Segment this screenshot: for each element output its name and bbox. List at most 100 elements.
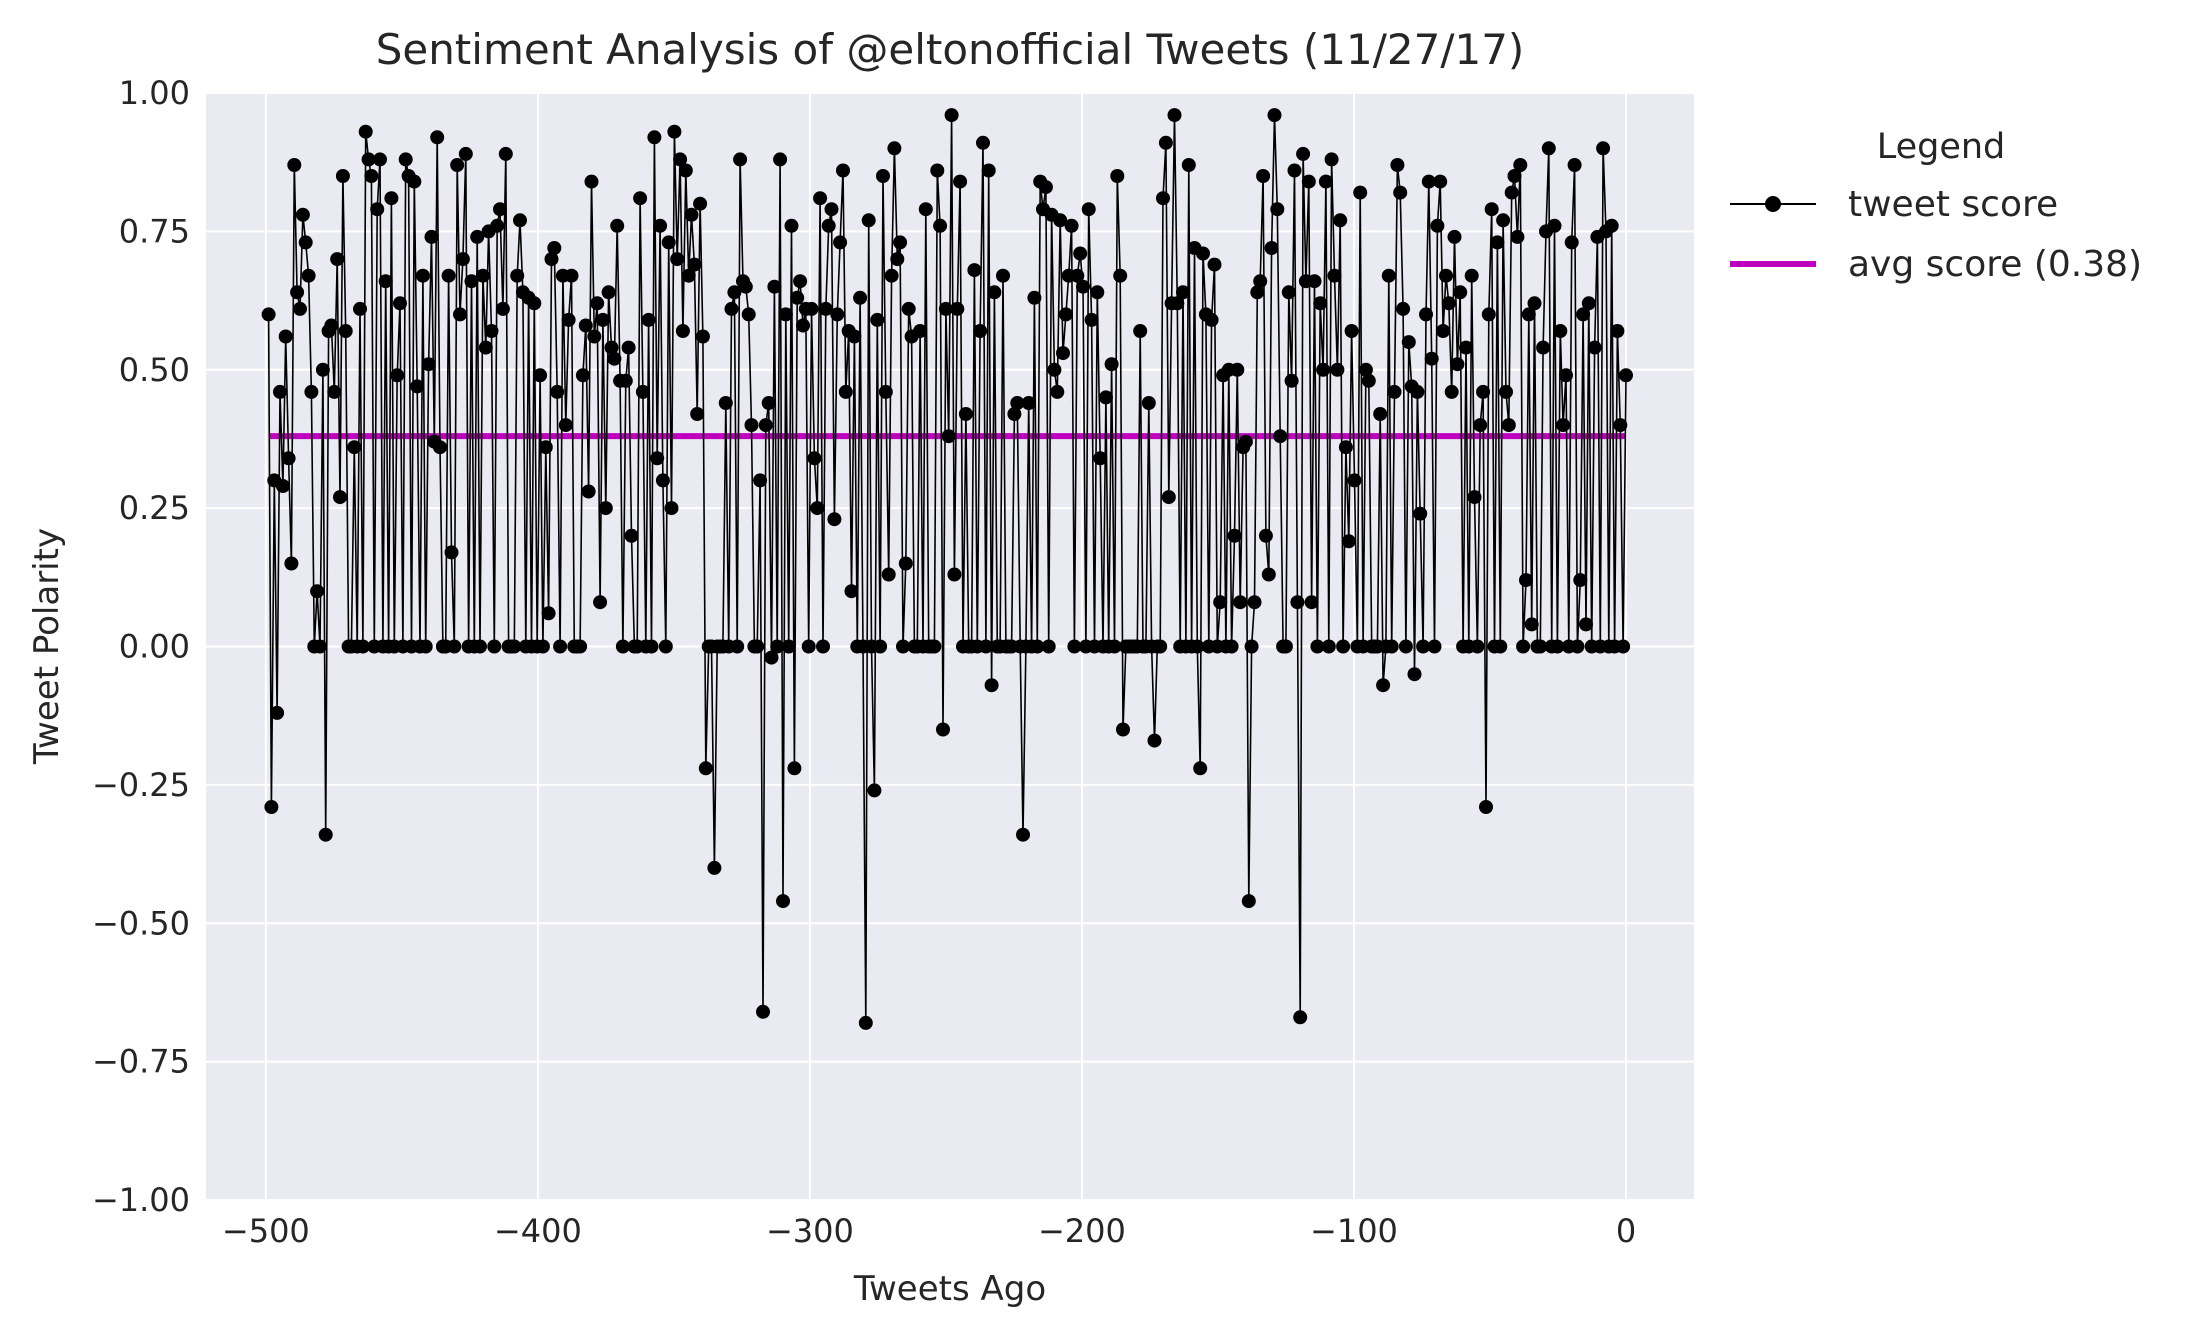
tweet-score-point (724, 301, 739, 316)
tweet-score-point (1181, 158, 1196, 172)
tweet-score-point (304, 384, 319, 399)
tweet-score-point (527, 296, 542, 311)
tweet-score-point (881, 567, 896, 582)
tweet-score-point (1450, 357, 1465, 372)
tweet-score-point (1576, 307, 1591, 322)
tweet-score-point (1170, 296, 1185, 311)
tweet-score-point (487, 639, 502, 654)
tweet-score-point (538, 440, 553, 455)
tweet-score-point (1481, 307, 1496, 322)
tweet-score-point (784, 218, 799, 233)
tweet-score-point (890, 252, 905, 267)
tweet-score-point (544, 252, 559, 267)
tweet-score-point (447, 639, 462, 654)
tweet-score-point (575, 368, 590, 383)
chart-title: Sentiment Analysis of @eltonofficial Twe… (376, 25, 1525, 74)
tweet-score-point (1133, 324, 1148, 338)
tweet-score-point (867, 783, 882, 798)
tweet-score-point (667, 124, 682, 139)
tweet-score-point (1521, 307, 1536, 322)
tweet-score-point (1196, 246, 1210, 261)
tweet-score-point (498, 146, 513, 161)
tweet-score-point (478, 340, 493, 355)
tweet-score-point (1301, 174, 1316, 189)
tweet-score-point (938, 301, 953, 316)
tweet-score-point (1358, 362, 1373, 377)
y-tick-label: 0.75 (119, 212, 190, 250)
tweet-score-point (1284, 373, 1299, 388)
tweet-score-point (647, 130, 662, 145)
tweet-score-point (650, 451, 665, 466)
tweet-score-point (1310, 639, 1325, 654)
tweet-score-point (1433, 174, 1448, 189)
tweet-score-point (981, 163, 996, 178)
legend-marker-tweet-score (1765, 196, 1781, 212)
y-tick-label: 1.00 (119, 74, 190, 112)
tweet-score-point (1050, 384, 1065, 399)
tweet-score-point (1330, 362, 1345, 377)
tweet-score-point (1499, 384, 1513, 399)
tweet-score-point (618, 373, 633, 388)
tweet-score-point (513, 213, 527, 228)
tweet-score-point (953, 174, 968, 189)
tweet-score-point (610, 218, 625, 233)
tweet-score-point (584, 174, 599, 189)
tweet-score-point (1344, 324, 1359, 338)
tweet-score-point (853, 290, 868, 305)
tweet-score-point (976, 135, 990, 150)
tweet-score-point (1053, 213, 1068, 228)
tweet-score-point (1296, 146, 1311, 161)
tweet-score-point (470, 229, 485, 244)
x-tick-label: −400 (494, 1212, 582, 1250)
tweet-score-point (641, 312, 656, 327)
tweet-score-point (601, 285, 616, 300)
tweet-score-point (1153, 639, 1168, 654)
tweet-score-point (947, 567, 962, 582)
tweet-score-point (441, 268, 456, 283)
tweet-score-point (664, 501, 679, 516)
x-tick-label: −100 (1310, 1212, 1398, 1250)
tweet-score-point (1176, 285, 1190, 300)
tweet-score-point (418, 639, 433, 654)
tweet-score-point (944, 108, 959, 123)
tweet-score-point (996, 268, 1010, 283)
tweet-score-point (421, 357, 436, 372)
tweet-score-point (430, 130, 445, 145)
tweet-score-point (1190, 639, 1205, 654)
tweet-score-point (1410, 384, 1425, 399)
tweet-score-point (873, 639, 888, 654)
x-tick-label: −200 (1038, 1212, 1126, 1250)
tweet-score-point (1204, 312, 1219, 327)
tweet-score-point (615, 639, 630, 654)
tweet-score-point (744, 418, 759, 433)
y-tick-label: 0.25 (119, 489, 190, 527)
tweet-score-point (1436, 324, 1451, 338)
tweet-score-point (1307, 274, 1322, 289)
tweet-score-point (1256, 169, 1271, 183)
tweet-score-point (1570, 639, 1585, 654)
tweet-score-point (495, 301, 510, 316)
tweet-score-point (1270, 202, 1285, 217)
tweet-score-point (1504, 185, 1519, 200)
tweet-score-point (1058, 307, 1073, 322)
tweet-score-point (896, 639, 910, 654)
tweet-score-point (753, 473, 768, 488)
tweet-score-point (1073, 246, 1088, 261)
tweet-score-point (444, 545, 459, 560)
tweet-score-point (1393, 185, 1408, 200)
tweet-score-point (1193, 761, 1208, 776)
tweet-score-point (804, 301, 819, 316)
tweet-score-point (756, 1004, 770, 1019)
tweet-score-point (1316, 362, 1331, 377)
tweet-score-point (901, 301, 916, 316)
tweet-score-point (1264, 241, 1279, 255)
tweet-score-point (1559, 368, 1573, 383)
tweet-score-point (1467, 490, 1482, 505)
tweet-score-point (1479, 800, 1493, 814)
tweet-score-point (1613, 418, 1628, 433)
tweet-score-point (1353, 185, 1368, 200)
tweet-score-point (1293, 1010, 1308, 1025)
tweet-score-point (884, 268, 899, 283)
tweet-score-point (1553, 324, 1568, 338)
